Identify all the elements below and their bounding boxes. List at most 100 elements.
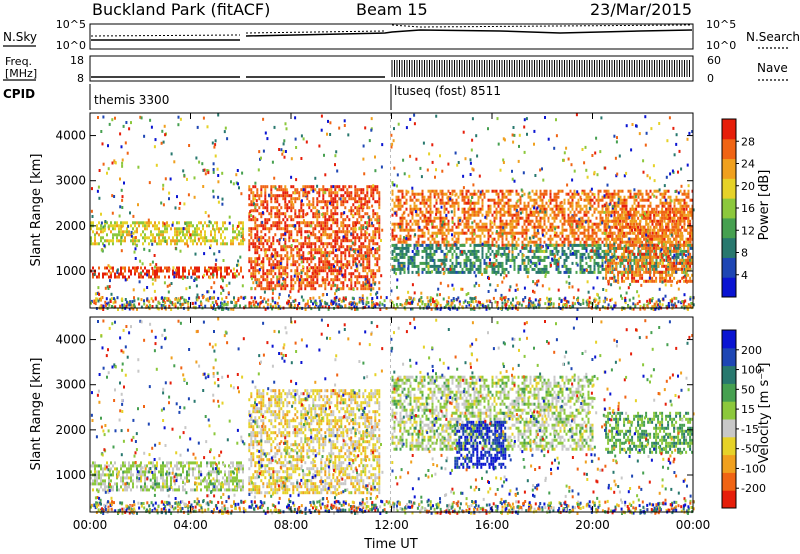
range-cell — [348, 260, 351, 264]
range-cell — [334, 212, 337, 216]
range-cell — [90, 221, 92, 225]
range-cell — [395, 210, 398, 214]
range-cell — [611, 192, 614, 196]
range-cell — [621, 252, 624, 256]
range-cell — [90, 236, 92, 240]
range-cell — [535, 264, 538, 268]
range-cell — [493, 204, 496, 208]
range-cell — [254, 185, 257, 189]
range-cell — [549, 225, 552, 229]
range-cell — [252, 272, 255, 276]
range-cell — [254, 275, 257, 279]
range-cell — [609, 246, 612, 250]
range-cell — [691, 231, 694, 235]
range-cell — [256, 236, 259, 240]
range-cell — [621, 255, 624, 259]
range-cell — [587, 264, 590, 268]
range-cell — [427, 189, 430, 193]
range-cell — [467, 216, 470, 220]
range-cell — [595, 243, 598, 247]
range-cell — [453, 231, 456, 235]
range-cell — [461, 219, 464, 223]
range-cell — [561, 189, 564, 193]
range-cell — [465, 192, 468, 196]
range-cell — [252, 197, 255, 201]
range-cell — [326, 236, 329, 240]
range-cell — [607, 243, 610, 247]
range-cell — [521, 207, 524, 211]
range-cell — [272, 248, 275, 252]
range-cell — [623, 240, 626, 244]
range-cell — [633, 207, 636, 211]
range-cell — [623, 270, 626, 274]
range-cell — [487, 237, 490, 241]
range-cell — [441, 225, 444, 229]
range-cell — [328, 200, 331, 204]
range-cell — [352, 272, 355, 276]
range-cell — [340, 251, 343, 255]
range-cell — [256, 230, 259, 234]
range-cell — [439, 228, 442, 232]
range-cell — [322, 230, 325, 234]
range-cell — [354, 221, 357, 225]
range-cell — [631, 249, 634, 253]
range-cell — [517, 204, 520, 208]
range-cell — [280, 188, 283, 192]
range-cell — [615, 207, 618, 211]
range-cell — [423, 216, 426, 220]
range-cell — [579, 210, 582, 214]
range-cell — [523, 237, 526, 241]
range-cell — [276, 263, 279, 267]
range-cell — [431, 246, 434, 250]
range-cell — [577, 243, 580, 247]
range-cell — [403, 252, 406, 256]
range-cell — [549, 213, 552, 217]
range-cell — [519, 198, 522, 202]
range-cell — [447, 270, 450, 274]
range-cell — [328, 218, 331, 222]
range-cell — [399, 246, 402, 250]
range-cell — [378, 254, 381, 258]
range-cell — [659, 225, 662, 229]
range-cell — [186, 233, 188, 237]
range-cell — [531, 225, 534, 229]
range-cell — [425, 222, 428, 226]
range-cell — [360, 287, 363, 291]
range-cell — [316, 278, 319, 282]
range-cell — [673, 246, 676, 250]
range-cell — [397, 198, 400, 202]
range-cell — [324, 260, 327, 264]
range-cell — [509, 204, 512, 208]
range-cell — [124, 275, 126, 279]
range-cell — [527, 228, 530, 232]
range-cell — [391, 192, 394, 196]
range-cell — [665, 210, 668, 214]
range-cell — [248, 245, 251, 249]
range-cell — [429, 207, 432, 211]
range-cell — [507, 189, 510, 193]
range-cell — [328, 242, 331, 246]
range-cell — [290, 236, 293, 240]
range-cell — [665, 225, 668, 229]
range-cell — [591, 240, 594, 244]
range-cell — [266, 239, 269, 243]
range-cell — [681, 207, 684, 211]
range-cell — [248, 194, 251, 198]
range-cell — [326, 275, 329, 279]
range-cell — [675, 213, 678, 217]
range-cell — [399, 264, 402, 268]
range-cell — [180, 236, 182, 240]
range-cell — [274, 224, 277, 228]
range-cell — [276, 266, 279, 270]
range-cell — [332, 239, 335, 243]
range-cell — [545, 201, 548, 205]
range-cell — [649, 195, 652, 199]
range-cell — [511, 213, 514, 217]
range-cell — [495, 264, 498, 268]
range-cell — [270, 254, 273, 258]
range-cell — [633, 258, 636, 262]
range-cell — [264, 191, 267, 195]
range-cell — [264, 194, 267, 198]
range-cell — [445, 201, 448, 205]
range-cell — [495, 231, 498, 235]
